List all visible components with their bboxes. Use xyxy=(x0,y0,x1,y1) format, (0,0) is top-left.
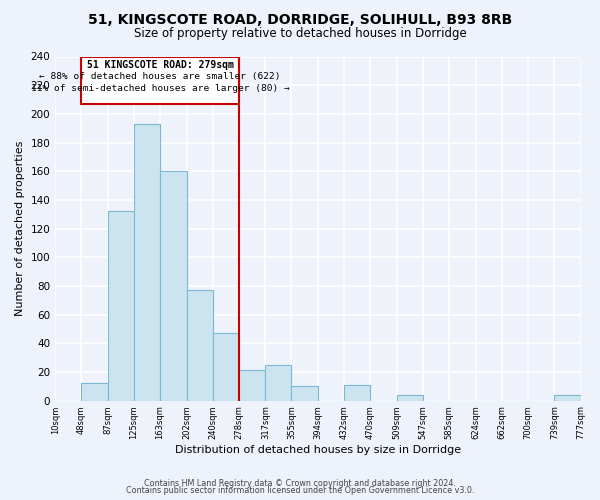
Text: 51 KINGSCOTE ROAD: 279sqm: 51 KINGSCOTE ROAD: 279sqm xyxy=(86,60,233,70)
Bar xyxy=(397,395,423,400)
FancyBboxPatch shape xyxy=(81,56,239,104)
X-axis label: Distribution of detached houses by size in Dorridge: Distribution of detached houses by size … xyxy=(175,445,461,455)
Bar xyxy=(344,385,370,400)
Bar xyxy=(81,384,108,400)
Bar xyxy=(160,171,187,400)
Text: Size of property relative to detached houses in Dorridge: Size of property relative to detached ho… xyxy=(134,28,466,40)
Text: 11% of semi-detached houses are larger (80) →: 11% of semi-detached houses are larger (… xyxy=(31,84,289,92)
Bar xyxy=(108,212,134,400)
Bar xyxy=(212,333,239,400)
Bar xyxy=(239,370,265,400)
Bar xyxy=(265,364,292,400)
Text: 51, KINGSCOTE ROAD, DORRIDGE, SOLIHULL, B93 8RB: 51, KINGSCOTE ROAD, DORRIDGE, SOLIHULL, … xyxy=(88,12,512,26)
Text: ← 88% of detached houses are smaller (622): ← 88% of detached houses are smaller (62… xyxy=(39,72,281,82)
Y-axis label: Number of detached properties: Number of detached properties xyxy=(15,141,25,316)
Bar xyxy=(187,290,212,401)
Bar xyxy=(292,386,318,400)
Bar xyxy=(554,395,581,400)
Bar xyxy=(134,124,160,400)
Text: Contains HM Land Registry data © Crown copyright and database right 2024.: Contains HM Land Registry data © Crown c… xyxy=(144,478,456,488)
Text: Contains public sector information licensed under the Open Government Licence v3: Contains public sector information licen… xyxy=(126,486,474,495)
